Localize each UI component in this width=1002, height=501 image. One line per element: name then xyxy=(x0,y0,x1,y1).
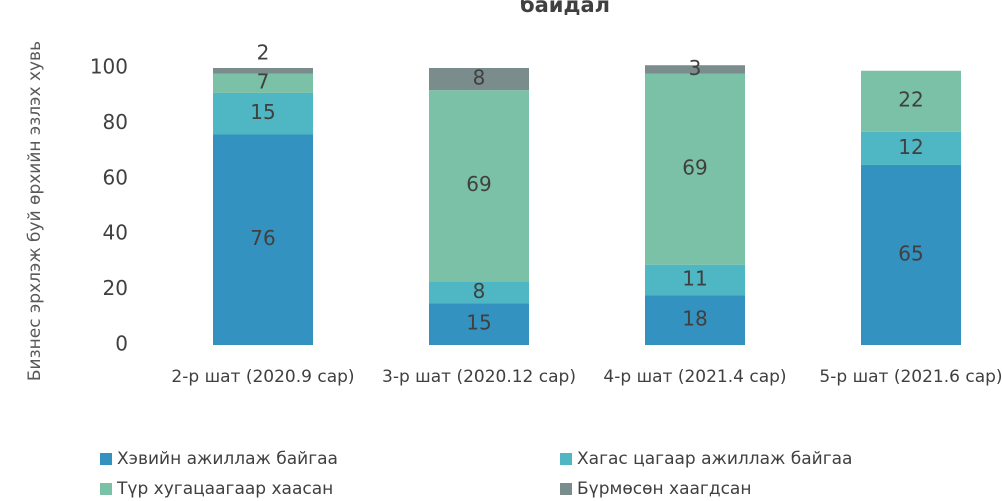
data-label: 11 xyxy=(682,266,707,290)
y-tick-label: 60 xyxy=(103,165,128,189)
chart-title: байдал xyxy=(520,0,610,17)
x-tick-label: 5-р шат (2021.6 сар) xyxy=(819,367,1002,387)
y-tick-label: 40 xyxy=(103,221,128,245)
legend-item: Бүрмөсөн хаагдсан xyxy=(560,479,751,499)
legend-swatch xyxy=(560,453,572,465)
data-label: 15 xyxy=(250,100,275,124)
data-label: 8 xyxy=(473,279,486,303)
legend-label: Түр хугацаагаар хаасан xyxy=(117,479,334,499)
data-label: 22 xyxy=(898,88,923,112)
data-label: 8 xyxy=(473,66,486,90)
bar-segment xyxy=(213,134,313,345)
data-label: 2 xyxy=(257,41,270,65)
data-label: 76 xyxy=(250,226,275,250)
data-label: 65 xyxy=(898,241,923,265)
y-tick-label: 0 xyxy=(115,332,128,356)
y-tick-label: 100 xyxy=(90,55,128,79)
data-label: 3 xyxy=(689,56,702,80)
legend-item: Хагас цагаар ажиллаж байгаа xyxy=(560,449,852,469)
bar-segment xyxy=(645,264,745,296)
legend-swatch xyxy=(100,483,112,495)
legend-label: Бүрмөсөн хаагдсан xyxy=(577,479,752,499)
x-tick-label: 3-р шат (2020.12 сар) xyxy=(382,367,576,387)
y-tick-label: 20 xyxy=(103,276,128,300)
bar-segment xyxy=(645,65,745,74)
bar-segment xyxy=(213,73,313,93)
bar-segment xyxy=(213,68,313,74)
bar-segment xyxy=(213,92,313,135)
data-label: 69 xyxy=(466,172,491,196)
legend-item: Хэвийн ажиллаж байгаа xyxy=(100,449,338,469)
data-label: 69 xyxy=(682,156,707,180)
data-label: 15 xyxy=(466,311,491,335)
y-tick-label: 80 xyxy=(103,110,128,134)
bar-segment xyxy=(429,303,529,345)
bar-segment xyxy=(861,164,961,345)
data-label: 12 xyxy=(898,135,923,159)
bar-segment xyxy=(645,73,745,265)
data-label: 7 xyxy=(257,70,270,94)
bar-segment xyxy=(429,281,529,304)
legend-swatch xyxy=(100,453,112,465)
legend-label: Хэвийн ажиллаж байгаа xyxy=(117,449,338,469)
x-tick-label: 2-р шат (2020.9 сар) xyxy=(171,367,355,387)
bar-segment xyxy=(861,70,961,132)
legend-label: Хагас цагаар ажиллаж байгаа xyxy=(577,449,853,469)
bar-segment xyxy=(429,68,529,91)
legend-item: Түр хугацаагаар хаасан xyxy=(100,479,333,499)
x-tick-label: 4-р шат (2021.4 сар) xyxy=(603,367,787,387)
bar-segment xyxy=(861,131,961,165)
y-axis-label: Бизнес эрхлэж буй өрхийн эзлэх хувь xyxy=(25,40,45,382)
legend-swatch xyxy=(560,483,572,495)
data-label: 18 xyxy=(682,307,707,331)
bar-segment xyxy=(645,295,745,345)
bar-segment xyxy=(429,90,529,282)
